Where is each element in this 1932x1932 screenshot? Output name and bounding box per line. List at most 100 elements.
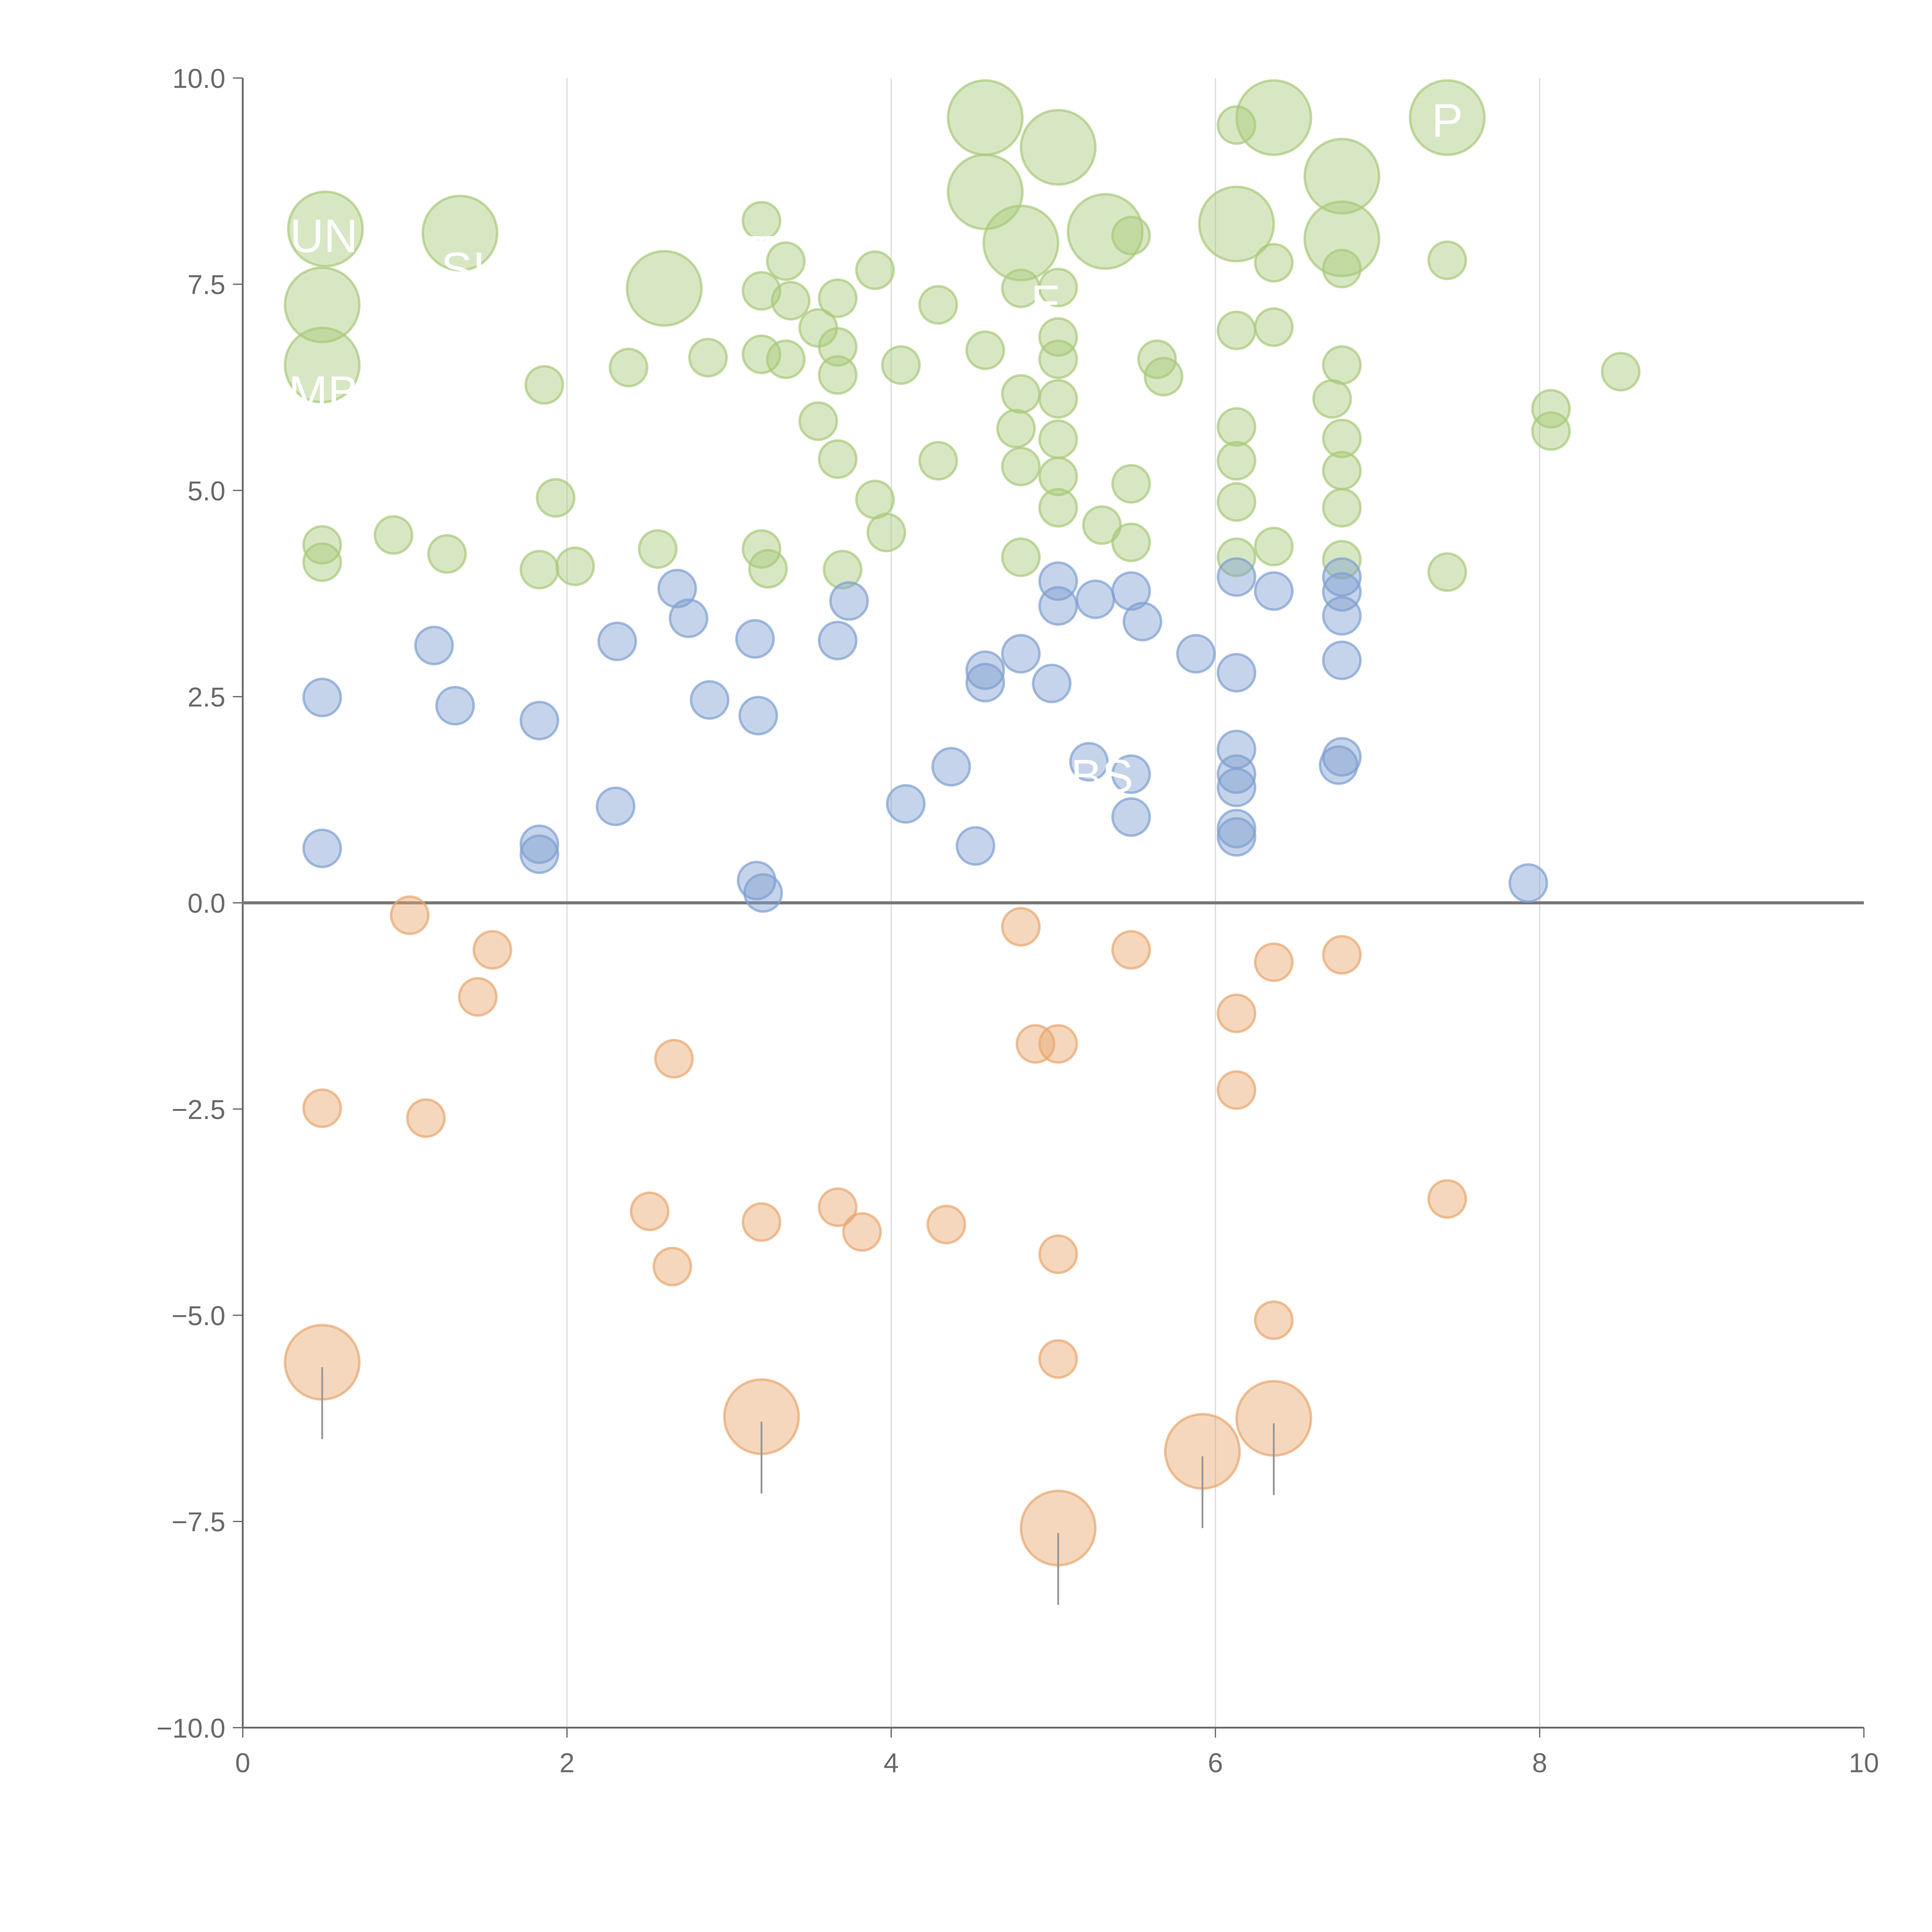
x-tick-label: 6 — [1208, 1748, 1223, 1778]
green-point — [823, 549, 862, 590]
green-point — [1322, 248, 1362, 289]
orange-point — [1254, 1300, 1294, 1340]
green-point — [1312, 379, 1352, 419]
point-annotation: BS — [1071, 750, 1133, 803]
x-tick-label: 4 — [884, 1748, 899, 1778]
orange-point — [1038, 1024, 1078, 1064]
green-point — [1531, 411, 1571, 451]
green-point — [374, 515, 413, 555]
green-point — [1038, 317, 1078, 357]
axes: 0 2 4 6 8 10 10.0 7.5 5.0 2.5 0.0 −2.5 −5.0 −7.5 −10.0 — [156, 63, 1879, 1778]
green-point — [766, 339, 806, 379]
green-point — [1111, 522, 1151, 562]
orange-point — [390, 895, 430, 935]
green-point — [1303, 138, 1381, 215]
orange-point — [302, 1088, 342, 1128]
annotations: UN SI MB T F P BS — [289, 94, 1463, 803]
blue-point — [597, 621, 637, 662]
green-point — [1111, 216, 1151, 255]
green-point — [1254, 243, 1294, 283]
blue-point — [736, 861, 777, 901]
orange-point — [406, 1098, 446, 1138]
orange-point — [1001, 907, 1041, 947]
green-point — [982, 204, 1060, 282]
y-tick-label: 0.0 — [187, 888, 225, 918]
green-point — [742, 334, 782, 374]
blue-point — [1216, 754, 1257, 794]
green-point — [638, 529, 678, 569]
y-tick-label: 7.5 — [187, 269, 225, 300]
blue-point — [595, 786, 636, 827]
blue-point — [1216, 653, 1257, 693]
green-point — [1001, 537, 1041, 577]
blue-point — [435, 686, 475, 726]
green-point — [626, 250, 703, 327]
orange-point — [1254, 942, 1294, 982]
orange-point — [742, 1202, 782, 1242]
green-point — [818, 327, 858, 367]
data-points — [284, 79, 1641, 1605]
blue-point — [1176, 634, 1216, 674]
y-tick-label: 5.0 — [187, 476, 225, 506]
green-point — [965, 330, 1005, 370]
green-point — [1216, 407, 1257, 447]
green-point — [422, 194, 498, 272]
blue-point — [302, 828, 342, 868]
blue-point — [1216, 557, 1257, 597]
green-point — [996, 408, 1036, 449]
green-point — [284, 327, 361, 404]
green-point — [1216, 105, 1257, 145]
orange-point — [629, 1191, 670, 1231]
y-tick-label: 10.0 — [172, 63, 225, 94]
green-point — [536, 478, 576, 518]
point-annotation: UN — [290, 209, 358, 262]
green-point — [302, 525, 342, 565]
blue-point — [1111, 571, 1151, 611]
blue-point — [1322, 572, 1362, 612]
blue-point — [1122, 602, 1162, 641]
blue-point — [1216, 817, 1257, 857]
blue-point — [1508, 863, 1548, 903]
green-point — [519, 549, 560, 590]
green-point — [1001, 374, 1041, 414]
green-point — [1216, 482, 1257, 522]
y-tick-label: −7.5 — [172, 1507, 225, 1537]
blue-point — [1254, 571, 1294, 611]
green-point — [1066, 193, 1144, 270]
orange-point — [926, 1204, 966, 1245]
green-point — [1531, 389, 1571, 429]
green-point — [1322, 345, 1362, 385]
green-point — [766, 241, 806, 281]
orange-point — [1038, 1234, 1078, 1274]
blue-point — [1322, 596, 1362, 636]
green-point — [1254, 307, 1294, 347]
green-point — [1038, 419, 1078, 459]
green-point — [1143, 357, 1184, 396]
y-tick-label: 2.5 — [187, 682, 225, 713]
point-annotation: SI — [441, 243, 485, 295]
blue-point — [519, 834, 560, 874]
green-point — [1303, 200, 1381, 277]
point-annotation: P — [1432, 94, 1463, 147]
blue-point — [738, 696, 778, 736]
green-point — [742, 271, 782, 311]
green-point — [1427, 552, 1467, 592]
green-point — [818, 355, 858, 395]
green-point — [748, 549, 788, 589]
orange-point — [1216, 1070, 1257, 1110]
blue-point — [1111, 797, 1151, 837]
blue-point — [1216, 767, 1257, 807]
point-annotation: T — [747, 226, 776, 279]
blue-point — [886, 784, 926, 824]
green-point — [1001, 447, 1041, 486]
blue-point — [965, 663, 1005, 702]
green-point — [287, 190, 364, 267]
green-point — [284, 266, 361, 344]
orange-point — [818, 1187, 858, 1227]
green-point — [1038, 456, 1078, 497]
green-point — [1082, 505, 1122, 545]
orange-point — [1322, 935, 1362, 975]
green-point — [918, 285, 958, 325]
green-point — [1038, 379, 1078, 419]
green-point — [947, 79, 1024, 156]
